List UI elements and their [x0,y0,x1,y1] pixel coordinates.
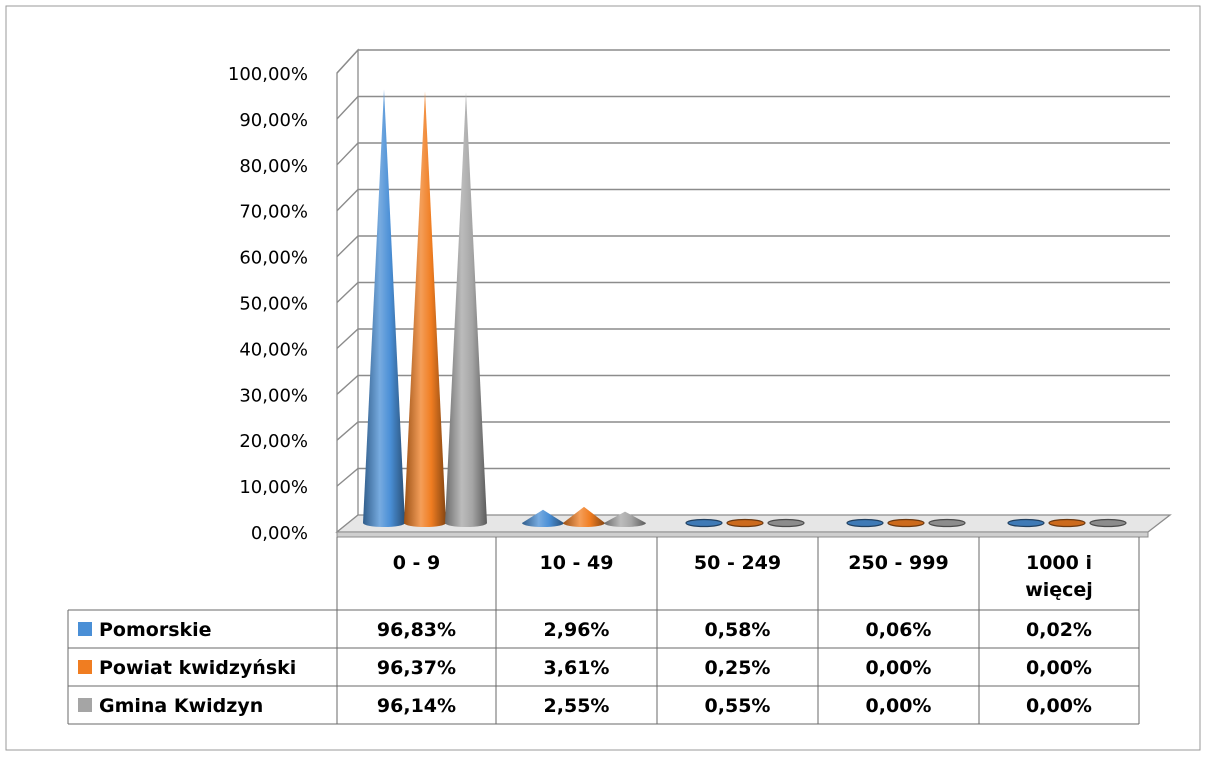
data-label: 0,02% [1026,619,1092,641]
cone-body [445,92,487,528]
data-label: 0,58% [705,619,771,641]
floor-edge [336,531,1149,538]
y-tick-label: 20,00% [239,431,308,452]
cone-mark [887,518,925,528]
y-tick-label: 100,00% [228,64,308,85]
cone-mark [928,518,966,528]
cone-body [404,91,446,528]
cone-mark [726,518,764,528]
data-label: 0,25% [705,657,771,679]
category-label: 0 - 9 [393,552,441,574]
legend-label: Gmina Kwidzyn [99,695,263,717]
cone-base [846,518,884,528]
cone-mark [363,89,405,527]
gridline [336,95,1170,120]
y-tick-label: 90,00% [239,110,308,131]
data-label: 2,55% [544,695,610,717]
data-label: 96,37% [377,657,456,679]
category-label: 10 - 49 [540,552,614,574]
cone-base [887,518,925,528]
cone-base [1007,518,1045,528]
cone-body [563,506,605,527]
cone-body [363,89,405,527]
legend-swatch [78,622,92,636]
cone-mark [522,509,564,527]
cone-mark [1048,518,1086,528]
y-tick-label: 10,00% [239,477,308,498]
gridline [336,374,1170,395]
data-label: 0,00% [866,657,932,679]
side-wall [336,48,359,534]
cone-body [604,511,646,527]
cone-base [928,518,966,528]
cone-mark [1007,518,1045,528]
data-label: 3,61% [544,657,610,679]
data-label: 0,06% [866,619,932,641]
data-label: 2,96% [544,619,610,641]
cone-base [1089,518,1127,528]
data-label: 96,14% [377,695,456,717]
cone-base [1048,518,1086,528]
category-label: 1000 i więcej [1025,552,1093,601]
legend-swatch [78,698,92,712]
gridline [336,328,1170,349]
cone-base [685,518,723,528]
gridline [336,281,1170,304]
y-tick-label: 50,00% [239,294,308,315]
cone-mark [1089,518,1127,528]
gridline [336,421,1170,441]
cone-base [726,518,764,528]
data-label: 96,83% [377,619,456,641]
data-label: 0,00% [1026,695,1092,717]
gridline [336,467,1170,487]
cone-base [767,518,805,528]
cone-mark [445,92,487,528]
y-tick-label: 80,00% [239,156,308,177]
category-label: 250 - 999 [848,552,948,574]
gridline [336,188,1170,212]
y-tick-label: 30,00% [239,385,308,406]
gridline [336,49,1170,74]
cone-mark [685,518,723,528]
cone-mark [404,91,446,528]
category-label: 50 - 249 [694,552,781,574]
gridline [336,142,1170,166]
cone-mark [563,506,605,527]
data-label: 0,00% [866,695,932,717]
y-tick-label: 70,00% [239,202,308,223]
cone-mark [604,511,646,527]
y-tick-label: 40,00% [239,339,308,360]
cone-mark [846,518,884,528]
data-label: 0,55% [705,695,771,717]
y-tick-label: 60,00% [239,248,308,269]
legend-label: Powiat kwidzyński [99,657,296,679]
cone-body [522,509,564,527]
cone-mark [767,518,805,528]
data-label: 0,00% [1026,657,1092,679]
legend-swatch [78,660,92,674]
legend-label: Pomorskie [99,619,212,641]
gridline [336,235,1170,258]
y-tick-label: 0,00% [251,523,308,544]
